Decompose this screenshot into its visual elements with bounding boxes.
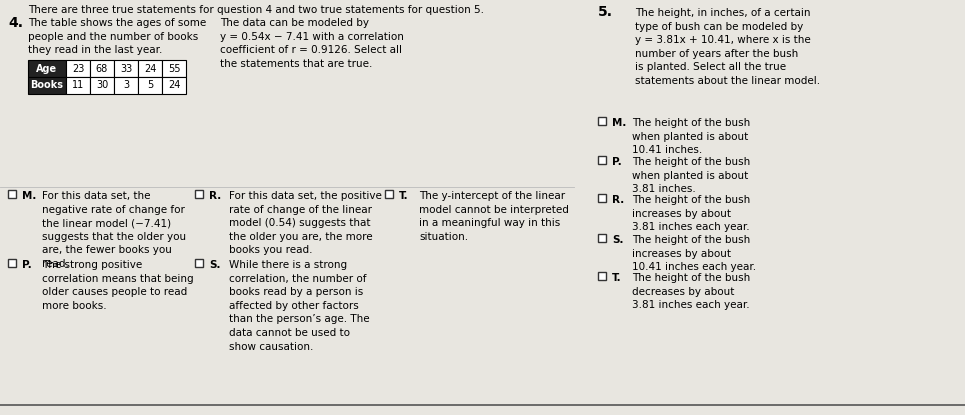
Bar bbox=[8, 190, 16, 198]
Bar bbox=[195, 190, 203, 198]
Text: R.: R. bbox=[612, 195, 624, 205]
Bar bbox=[66, 77, 90, 94]
Text: The table shows the ages of some
people and the number of books
they read in the: The table shows the ages of some people … bbox=[28, 18, 207, 55]
Text: 68: 68 bbox=[96, 63, 108, 73]
Bar bbox=[28, 60, 66, 77]
Bar bbox=[114, 77, 138, 94]
Text: For this data set, the positive
rate of change of the linear
model (0.54) sugges: For this data set, the positive rate of … bbox=[229, 191, 382, 255]
Bar bbox=[8, 259, 16, 267]
Text: The height of the bush
decreases by about
3.81 inches each year.: The height of the bush decreases by abou… bbox=[632, 273, 750, 310]
Bar bbox=[162, 77, 186, 94]
Text: 3: 3 bbox=[123, 81, 129, 90]
Bar bbox=[138, 77, 162, 94]
Bar bbox=[598, 117, 606, 125]
Bar bbox=[598, 272, 606, 280]
Text: 5: 5 bbox=[147, 81, 153, 90]
Text: 24: 24 bbox=[168, 81, 180, 90]
Text: 5.: 5. bbox=[598, 5, 613, 19]
Bar bbox=[162, 60, 186, 77]
Bar bbox=[114, 60, 138, 77]
Text: The strong positive
correlation means that being
older causes people to read
mor: The strong positive correlation means th… bbox=[42, 260, 194, 311]
Text: 24: 24 bbox=[144, 63, 156, 73]
Text: The data can be modeled by
y = 0.54x − 7.41 with a correlation
coefficient of r : The data can be modeled by y = 0.54x − 7… bbox=[220, 18, 404, 69]
Text: The height of the bush
increases by about
3.81 inches each year.: The height of the bush increases by abou… bbox=[632, 195, 750, 232]
Text: 4.: 4. bbox=[8, 16, 23, 30]
Text: T.: T. bbox=[612, 273, 621, 283]
Text: T.: T. bbox=[399, 191, 408, 201]
Text: S.: S. bbox=[209, 260, 220, 270]
Bar bbox=[598, 194, 606, 202]
Text: Books: Books bbox=[31, 81, 64, 90]
Text: The height of the bush
when planted is about
10.41 inches.: The height of the bush when planted is a… bbox=[632, 118, 750, 155]
Text: M.: M. bbox=[612, 118, 626, 128]
Text: 55: 55 bbox=[168, 63, 180, 73]
Text: There are three true statements for question 4 and two true statements for quest: There are three true statements for ques… bbox=[28, 5, 484, 15]
Text: R.: R. bbox=[209, 191, 221, 201]
Bar bbox=[138, 60, 162, 77]
Text: 11: 11 bbox=[71, 81, 84, 90]
Bar bbox=[598, 234, 606, 242]
Bar bbox=[598, 156, 606, 164]
Bar bbox=[28, 77, 66, 94]
Bar bbox=[66, 60, 90, 77]
Bar bbox=[385, 190, 393, 198]
Text: The height, in inches, of a certain
type of bush can be modeled by
y = 3.81x + 1: The height, in inches, of a certain type… bbox=[635, 8, 820, 86]
Text: P.: P. bbox=[612, 157, 621, 167]
Text: While there is a strong
correlation, the number of
books read by a person is
aff: While there is a strong correlation, the… bbox=[229, 260, 370, 352]
Text: M.: M. bbox=[22, 191, 37, 201]
Bar bbox=[90, 77, 114, 94]
Text: 23: 23 bbox=[71, 63, 84, 73]
Bar bbox=[195, 259, 203, 267]
Text: The height of the bush
increases by about
10.41 inches each year.: The height of the bush increases by abou… bbox=[632, 235, 757, 272]
Text: 33: 33 bbox=[120, 63, 132, 73]
Text: P.: P. bbox=[22, 260, 32, 270]
Text: S.: S. bbox=[612, 235, 623, 245]
Text: Age: Age bbox=[37, 63, 58, 73]
Text: The height of the bush
when planted is about
3.81 inches.: The height of the bush when planted is a… bbox=[632, 157, 750, 194]
Text: 30: 30 bbox=[96, 81, 108, 90]
Text: For this data set, the
negative rate of change for
the linear model (−7.41)
sugg: For this data set, the negative rate of … bbox=[42, 191, 186, 269]
Text: The y-intercept of the linear
model cannot be interpreted
in a meaningful way in: The y-intercept of the linear model cann… bbox=[419, 191, 569, 242]
Bar bbox=[90, 60, 114, 77]
